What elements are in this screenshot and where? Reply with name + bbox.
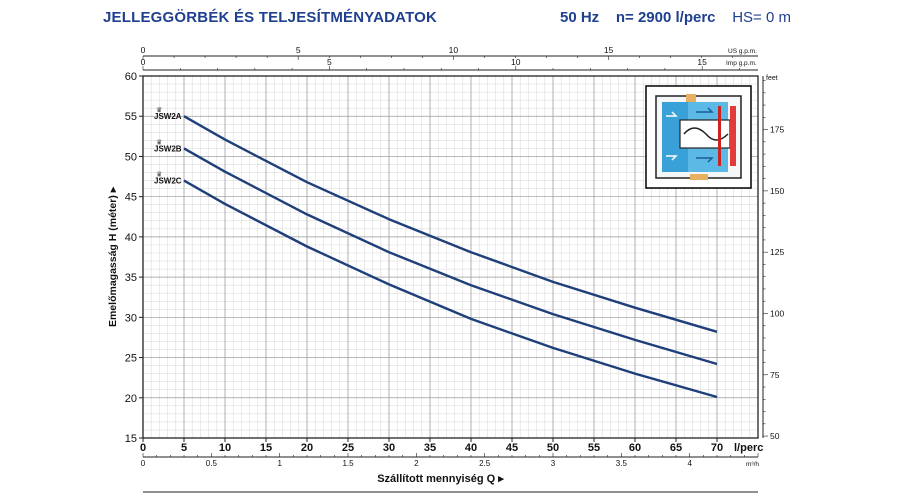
y-tick-label: 20: [125, 393, 137, 405]
m3h-tick-label: 0.5: [206, 459, 218, 468]
us-gpm-tick-label: 10: [449, 45, 459, 55]
m3h-tick-label: 2: [414, 459, 419, 468]
x-tick-label: 35: [424, 442, 436, 454]
y-tick-label: 30: [125, 312, 137, 324]
y-tick-label: 35: [125, 272, 137, 284]
m3h-tick-label: 3: [551, 459, 556, 468]
imp-gpm-tick-label: 15: [697, 57, 707, 67]
imp-gpm-unit-label: Imp g.p.m.: [726, 60, 757, 67]
pump-icon: ♛: [156, 138, 162, 146]
x-tick-label: 0: [140, 442, 146, 454]
axes: [139, 55, 768, 493]
m3h-tick-label: 1.5: [342, 459, 354, 468]
feet-tick-label: 125: [770, 247, 784, 257]
y-tick-label: 40: [125, 232, 137, 244]
series-label-jsw2b: JSW2B: [154, 144, 182, 153]
x-tick-label: 50: [547, 442, 559, 454]
x-tick-label: 65: [670, 442, 682, 454]
series-lines: [183, 115, 718, 399]
m3h-unit-label: m³/h: [746, 461, 759, 468]
x-tick-label: 45: [506, 442, 518, 454]
m3h-tick-label: 3.5: [616, 459, 628, 468]
feet-tick-label: 50: [770, 431, 780, 441]
x-tick-label: 25: [342, 442, 354, 454]
y-tick-label: 15: [125, 433, 137, 445]
header-specs: 50 Hz n= 2900 l/perc HS= 0 m: [560, 9, 791, 26]
x-tick-label: 40: [465, 442, 477, 454]
pump-diagram: [645, 85, 752, 189]
m3h-tick-label: 1: [277, 459, 282, 468]
us-gpm-unit-label: US g.p.m.: [728, 48, 757, 55]
page-title: JELLEGGÖRBÉK ÉS TELJESÍTMÉNYADATOK: [103, 9, 438, 26]
x-tick-label: 10: [219, 442, 231, 454]
feet-tick-label: 175: [770, 125, 784, 135]
x-tick-label: 20: [301, 442, 313, 454]
feet-unit-label: feet: [766, 75, 778, 82]
x-unit-label: l/perc: [734, 442, 763, 454]
frequency-label: 50 Hz: [560, 9, 600, 26]
y-tick-label: 25: [125, 353, 137, 365]
pump-icon: ♛: [156, 106, 162, 114]
plot-frame: [142, 75, 759, 439]
series-line-jsw2c: [183, 179, 718, 399]
pump-icon: ♛: [156, 171, 162, 179]
series-line-jsw2b: [183, 147, 718, 366]
x-tick-label: 60: [629, 442, 641, 454]
x-tick-label: 55: [588, 442, 600, 454]
y-tick-label: 60: [125, 71, 137, 83]
x-tick-label: 30: [383, 442, 395, 454]
x-tick-label: 70: [711, 442, 723, 454]
feet-tick-label: 100: [770, 308, 784, 318]
y-tick-label: 50: [125, 151, 137, 163]
y-tick-label: 45: [125, 192, 137, 204]
x-axis-title: Szállított mennyiség Q ▸: [377, 473, 504, 485]
series-label-jsw2a: JSW2A: [154, 112, 182, 121]
y-tick-label: 55: [125, 111, 137, 123]
us-gpm-tick-label: 5: [296, 45, 301, 55]
y-axis-title: Emelőmagasság H (méter) ▸: [107, 186, 119, 327]
x-tick-label: 15: [260, 442, 272, 454]
series-label-jsw2c: JSW2C: [154, 177, 182, 186]
feet-tick-label: 75: [770, 370, 780, 380]
feet-tick-label: 150: [770, 186, 784, 196]
m3h-tick-label: 4: [687, 459, 692, 468]
imp-gpm-tick-label: 10: [511, 57, 521, 67]
imp-gpm-tick-label: 0: [141, 57, 146, 67]
m3h-tick-label: 0: [141, 459, 146, 468]
us-gpm-tick-label: 15: [604, 45, 614, 55]
series-line-jsw2a: [183, 115, 718, 333]
imp-gpm-tick-label: 5: [327, 57, 332, 67]
hs-label: HS= 0 m: [732, 9, 791, 26]
major-grid: [142, 75, 758, 439]
series-labels: ♛JSW2A♛JSW2B♛JSW2C: [154, 106, 182, 185]
x-tick-label: 5: [181, 442, 187, 454]
m3h-tick-label: 2.5: [479, 459, 491, 468]
us-gpm-tick-label: 0: [141, 45, 146, 55]
speed-label: n= 2900 l/perc: [615, 9, 716, 26]
